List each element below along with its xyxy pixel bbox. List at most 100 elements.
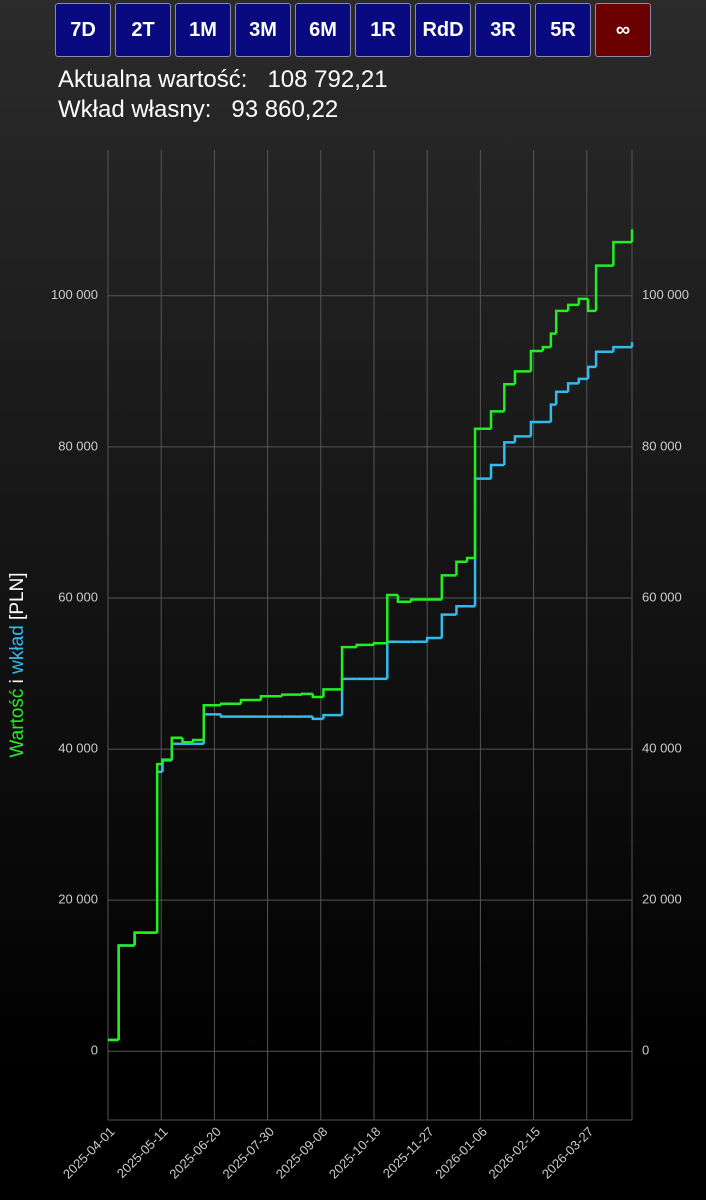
x-tick-label: 2025-04-01 (60, 1124, 118, 1182)
series-line (586, 365, 597, 379)
series-line (340, 677, 357, 716)
series-line (409, 598, 428, 602)
series-line (219, 702, 241, 706)
series-line (554, 309, 569, 334)
series-line (202, 713, 222, 744)
series-line (300, 692, 313, 696)
series-line (170, 736, 183, 760)
series-line (473, 427, 492, 558)
series-line (503, 441, 515, 466)
range-buttons: 7D 2T 1M 3M 6M 1R RdD 3R 5R ∞ (55, 3, 651, 57)
range-button[interactable]: ∞ (595, 3, 651, 57)
series-line (549, 403, 557, 422)
series-line (259, 694, 283, 700)
series-line (566, 303, 579, 311)
series-line (133, 931, 158, 946)
series-line (577, 297, 589, 305)
range-button[interactable]: 7D (55, 3, 111, 57)
x-tick-label: 2025-11-27 (380, 1124, 437, 1181)
value: 93 860,22 (231, 96, 339, 123)
series-line (386, 640, 398, 679)
series-line (566, 382, 579, 392)
connector: i (7, 679, 28, 683)
series-line (181, 737, 194, 744)
series-line (554, 390, 569, 405)
x-tick-label: 2025-10-18 (326, 1124, 384, 1182)
series-line (170, 742, 183, 761)
series-line (455, 560, 468, 576)
label: Wkład własny: (58, 96, 212, 123)
series-line (322, 688, 343, 697)
series-line (322, 713, 343, 719)
range-button[interactable]: 5R (535, 3, 591, 57)
series-line (594, 350, 614, 367)
series-line (161, 758, 172, 765)
series-line (503, 382, 515, 412)
series-line (541, 345, 551, 351)
series-line (425, 636, 442, 642)
y2-tick-label: 20 000 (642, 892, 682, 907)
y-axis-label: Wartość i wkład [PLN] (7, 572, 28, 757)
y2-tick-label: 40 000 (642, 741, 682, 756)
series-line (155, 762, 163, 933)
y2-tick-label: 80 000 (642, 438, 682, 453)
series-name: Wartość (7, 689, 28, 758)
series-line (440, 613, 457, 639)
series-line (161, 759, 172, 772)
series-line (396, 594, 412, 604)
y-tick-label: 80 000 (58, 438, 98, 453)
range-button[interactable]: 3R (475, 3, 531, 57)
series-line (311, 716, 324, 721)
range-button[interactable]: 2T (115, 3, 171, 57)
own-row: Wkład własny: 93 860,22 (58, 96, 338, 124)
x-tick-label: 2025-05-11 (114, 1124, 171, 1181)
series-line (513, 435, 531, 443)
range-button[interactable]: 3M (235, 3, 291, 57)
series-line (239, 698, 261, 704)
series-line (489, 463, 505, 479)
series-line (340, 645, 357, 690)
series-line (191, 738, 204, 743)
series-line (577, 377, 589, 384)
series-line (386, 593, 398, 644)
y-tick-label: 40 000 (58, 741, 98, 756)
series-line (455, 605, 468, 615)
range-button[interactable]: 1M (175, 3, 231, 57)
series-line (280, 693, 303, 697)
range-button[interactable]: 6M (295, 3, 351, 57)
x-tick-label: 2025-09-08 (273, 1124, 331, 1182)
series-line (586, 298, 597, 313)
series-line (372, 642, 388, 645)
x-tick-label: 2025-07-30 (220, 1124, 278, 1182)
series-line (311, 693, 324, 699)
series-line (612, 345, 632, 352)
y2-tick-label: 60 000 (642, 589, 682, 604)
y-tick-label: 60 000 (58, 589, 98, 604)
current-row: Aktualna wartość: 108 792,21 (58, 66, 388, 94)
y-tick-label: 0 (91, 1043, 98, 1058)
range-button[interactable]: 1R (355, 3, 411, 57)
x-tick-label: 2025-06-20 (166, 1124, 224, 1182)
value: 108 792,21 (267, 66, 388, 93)
x-tick-label: 2026-02-15 (486, 1124, 544, 1182)
series-line (612, 240, 632, 266)
series-line (513, 370, 531, 385)
y2-tick-label: 100 000 (642, 287, 689, 302)
unit: [PLN] (7, 572, 28, 620)
range-button[interactable]: RdD (415, 3, 471, 57)
y-tick-label: 100 000 (51, 287, 98, 302)
y-tick-label: 20 000 (58, 892, 98, 907)
series-line (529, 420, 543, 437)
y2-tick-label: 0 (642, 1043, 649, 1058)
series-line (117, 944, 135, 1040)
series-name: wkład (7, 625, 28, 675)
series-line (202, 704, 222, 741)
series-line (549, 332, 557, 348)
series-line (594, 264, 614, 311)
series-line (529, 349, 543, 372)
series-line (473, 477, 492, 607)
series-line (440, 574, 457, 600)
series-line (489, 410, 505, 429)
